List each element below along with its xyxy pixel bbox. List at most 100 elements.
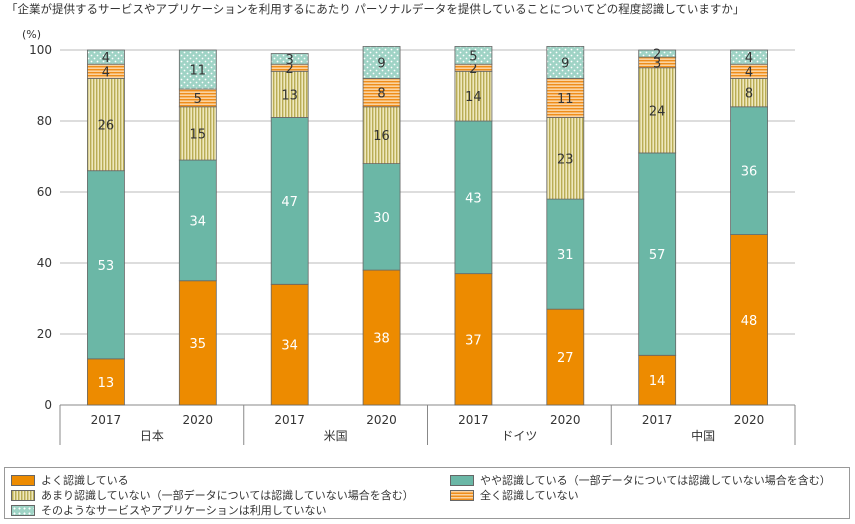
data-label: 14: [649, 374, 666, 389]
data-label: 57: [649, 248, 666, 263]
data-label: 24: [649, 104, 666, 119]
x-tick-label: 2020: [366, 413, 397, 427]
data-label: 26: [98, 119, 115, 134]
bar-segment: [362, 46, 401, 79]
bar-segment: [87, 358, 125, 406]
data-label: 27: [557, 351, 574, 366]
legend-swatch: [11, 474, 35, 486]
bar-segment: [454, 46, 493, 65]
data-label: 5: [194, 92, 202, 107]
bar-segment: [362, 269, 401, 406]
legend-label: やや認識している（一部データについては認識していない場合を含む）: [480, 474, 831, 487]
data-label: 13: [281, 88, 298, 103]
data-label: 30: [373, 211, 390, 226]
data-label: 4: [745, 51, 753, 66]
bar-segment: [730, 234, 768, 406]
group-label: ドイツ: [501, 429, 537, 443]
y-tick-label: 20: [37, 327, 52, 341]
bar-segment: [87, 170, 125, 360]
data-label: 2: [469, 62, 477, 77]
bar-segment: [730, 49, 768, 65]
legend-item: やや認識している（一部データについては認識していない場合を含む）: [450, 472, 831, 488]
data-label: 8: [745, 87, 753, 102]
y-axis-unit: (%): [22, 28, 41, 41]
data-label: 3: [653, 56, 661, 71]
data-label: 38: [373, 332, 390, 347]
data-label: 4: [745, 65, 753, 80]
data-label: 34: [190, 214, 207, 229]
data-label: 16: [373, 129, 390, 144]
data-label: 5: [469, 49, 477, 64]
bar-segment: [454, 70, 493, 122]
legend-label: よく認識している: [41, 474, 129, 487]
data-label: 48: [741, 314, 758, 329]
x-tick-label: 2020: [183, 413, 214, 427]
data-label: 15: [190, 127, 207, 142]
data-label: 4: [102, 51, 110, 66]
y-tick-label: 0: [44, 398, 52, 412]
y-tick-label: 100: [29, 43, 52, 57]
data-label: 23: [557, 152, 574, 167]
x-tick-label: 2017: [274, 413, 305, 427]
data-label: 37: [465, 333, 482, 348]
group-label: 中国: [691, 428, 715, 443]
x-tick-label: 2017: [91, 413, 122, 427]
legend-label: そのようなサービスやアプリケーションは利用していない: [41, 504, 327, 517]
x-tick-label: 2017: [642, 413, 673, 427]
legend-swatch: [450, 489, 474, 501]
data-label: 47: [281, 195, 298, 210]
data-label: 53: [98, 259, 115, 274]
data-label: 13: [98, 376, 115, 391]
data-label: 34: [281, 339, 298, 354]
data-label: 9: [377, 56, 385, 71]
legend-item: よく認識している: [11, 472, 129, 488]
data-label: 36: [741, 165, 758, 180]
legend-item: そのようなサービスやアプリケーションは利用していない: [11, 502, 326, 518]
data-label: 3: [286, 53, 294, 68]
bar-segment: [638, 354, 677, 406]
data-label: 2: [653, 48, 661, 63]
legend-item: 全く認識していない: [450, 487, 579, 503]
bar-segment: [638, 49, 677, 58]
bar-segment: [362, 78, 401, 108]
legend-label: 全く認識していない: [480, 489, 579, 502]
bar-segment: [178, 159, 217, 282]
bar-segment: [546, 46, 585, 79]
legend-label: あまり認識していない（一部データについては認識していない場合を含む）: [41, 489, 414, 502]
legend-swatch: [11, 489, 35, 501]
bar-segment: [546, 308, 585, 406]
data-label: 14: [465, 90, 482, 105]
bar-segment: [178, 106, 217, 161]
bar-segment: [270, 283, 309, 406]
bar-segment: [546, 78, 585, 118]
bar-segment: [87, 49, 125, 65]
data-label: 35: [190, 337, 207, 352]
bar-segment: [638, 67, 677, 154]
bar-segment: [178, 49, 217, 90]
y-tick-label: 60: [37, 185, 52, 199]
x-tick-label: 2020: [550, 413, 581, 427]
bar-segment: [87, 78, 125, 172]
legend-item: あまり認識していない（一部データについては認識していない場合を含む）: [11, 487, 414, 503]
bar-segment: [270, 117, 309, 285]
data-label: 4: [102, 65, 110, 80]
legend-swatch: [11, 504, 35, 516]
data-label: 8: [377, 87, 385, 102]
data-label: 31: [557, 248, 574, 263]
data-label: 11: [190, 64, 207, 79]
x-tick-label: 2020: [734, 413, 765, 427]
x-tick-label: 2017: [458, 413, 489, 427]
y-tick-label: 80: [37, 114, 52, 128]
bar-segment: [730, 106, 768, 236]
data-label: 2: [286, 62, 294, 77]
group-label: 米国: [324, 429, 348, 443]
y-tick-label: 40: [37, 256, 52, 270]
bar-segment: [270, 70, 309, 118]
chart-title: 「企業が提供するサービスやアプリケーションを利用するにあたり パーソナルデータを…: [6, 2, 744, 16]
data-label: 43: [465, 191, 482, 206]
group-label: 日本: [140, 429, 164, 443]
legend-swatch: [450, 474, 474, 486]
bar-segment: [546, 198, 585, 310]
bar-segment: [270, 53, 309, 65]
